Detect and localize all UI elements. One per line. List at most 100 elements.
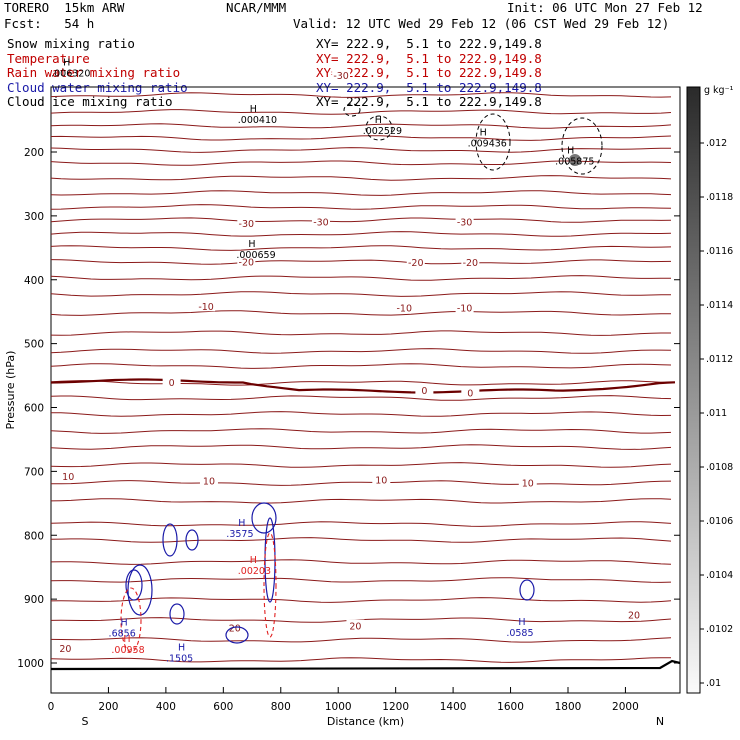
rain-contour [120,587,142,653]
temperature-label: 0 [169,378,175,389]
temperature-label: -30 [313,217,329,228]
temperature-contour-line [50,291,672,297]
maximum-marker: H [567,145,574,156]
colorbar-tick-label: .0114 [706,300,733,311]
temperature-label: -20 [408,258,424,269]
colorbar-tick-label: .0102 [706,624,733,635]
cloud-ice-shade [569,154,581,166]
temperature-label-bg [461,256,480,268]
colorbar-tick-label: .01 [706,678,721,689]
legend-field-xy: XY= 222.9, 5.1 to 222.9,149.8 [316,36,542,51]
temperature-label: -10 [457,303,473,314]
cloud-water-contour [185,529,199,551]
temperature-contour-line [50,395,672,401]
temperature-label-bg [199,474,218,486]
snow-contour [365,115,393,141]
maximum-value: .000410 [238,115,277,126]
temperature-contour-line [50,259,672,265]
temperature-label-bg [237,255,256,267]
temperature-label-bg [518,476,537,488]
temperature-contour-line [50,175,672,181]
temperature-contour-line [50,480,672,486]
temperature-contour-line [50,559,672,565]
temperature-label-bg [237,217,256,229]
temperature-contour-line [50,123,672,129]
colorbar-unit: g kg⁻¹ [704,85,734,96]
x-tick-label: 800 [271,701,291,713]
x-tick-label: 1600 [497,701,524,713]
temperature-label-bg [59,470,78,482]
rain-contour [263,532,277,638]
snow-contour [343,103,361,117]
maximum-marker: H [375,115,382,126]
y-tick-label: 900 [24,594,44,606]
temperature-contour-line [50,498,672,504]
temperature-contour-line [50,444,672,450]
temperature-label-bg [461,386,480,398]
legend-field-name: Temperature [7,50,90,66]
temperature-label: 20 [229,624,241,635]
zero-degree-isotherm [50,378,676,394]
temperature-contour-line [50,92,672,98]
temperature-label-bg [455,215,474,227]
maximum-marker: H [480,128,487,139]
temperature-contour-line [50,380,672,386]
colorbar-tick-label: .012 [706,138,727,149]
cloud-water-contour [162,523,178,557]
maximum-value: .005875 [555,156,594,167]
temperature-contour-line [50,348,672,354]
cloud-water-contour [251,502,277,534]
temperature-contour-line [50,109,672,115]
temperature-contour-line [50,637,672,643]
colorbar-tick-label: .0116 [706,246,733,257]
x-tick-label: 200 [98,701,118,713]
legend-field-name: Cloud ice mixing ratio [7,94,173,109]
temperature-label-bg [625,608,644,620]
x-tick-label: 1200 [382,701,409,713]
temperature-label: 20 [628,611,640,622]
temperature-contour-line [50,577,672,583]
temperature-contour-line [50,204,672,210]
temperature-contour-line [50,147,671,153]
colorbar-tick-label: .0108 [706,462,733,473]
snow-contours [343,103,603,175]
y-tick-label: 600 [24,403,44,415]
y-tick-label: 1000 [17,658,44,670]
temperature-label-bg [415,383,434,395]
x-tick-label: 600 [213,701,233,713]
colorbar [686,86,701,694]
maximum-marker: H [238,518,245,529]
maximum-value: .1505 [166,653,193,664]
x-tick-label: 1400 [440,701,467,713]
legend-field-name: Rain water mixing ratio [7,65,181,80]
temperature-label: 20 [349,622,361,633]
model-title: TORERO 15km ARW [4,0,125,15]
x-axis-title: Distance (km) [327,715,404,728]
x-tick-label: 1000 [325,701,352,713]
temperature-label: -20 [463,258,479,269]
maximum-marker: H [248,239,255,250]
maximum-value: .009436 [468,139,507,150]
cloud-water-contour [169,603,185,625]
maximum-marker: H [121,618,128,629]
temperature-contour-line [50,310,671,316]
maximum-marker: H [178,642,185,653]
colorbar-tick-label: .0104 [706,570,733,581]
temperature-contour-line [50,462,672,468]
y-tick-label: 500 [24,339,44,351]
x-tick-label: 1800 [555,701,582,713]
temperature-contour-line [50,657,672,663]
legend-field-name: Snow mixing ratio [7,36,135,51]
y-tick-label: 200 [24,147,44,159]
x-tick-label: 400 [156,701,176,713]
temperature-label-bg [372,473,391,485]
maximum-value: .6856 [109,629,136,640]
temperature-label: 0 [421,386,427,397]
colorbar-tick-label: .011 [706,408,727,419]
temperature-label: -30 [333,71,349,82]
temperature-label-bg [197,300,216,312]
temperature-label: -30 [457,217,473,228]
temperature-label-bg [56,641,75,653]
valid-time: Valid: 12 UTC Wed 29 Feb 12 (06 CST Wed … [293,16,670,31]
temperature-contour-line [50,217,672,223]
